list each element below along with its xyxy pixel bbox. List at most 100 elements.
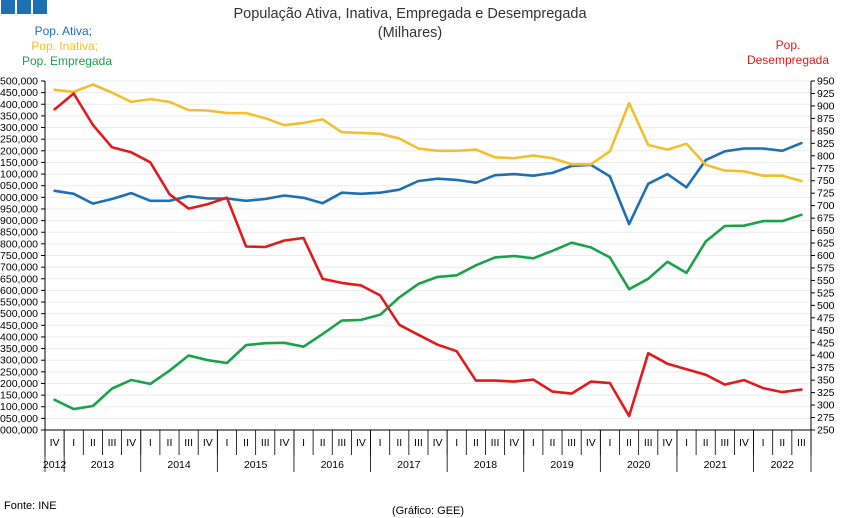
legend-block (1, 0, 15, 14)
series-line-pop-empregada (53, 213, 803, 411)
x-quarter-label: I (762, 437, 765, 449)
y-left-tick-label: 5.050,000 (0, 180, 38, 192)
x-quarter-label: I (685, 437, 688, 449)
y-left-tick-label: 4.750,000 (0, 250, 38, 262)
y-left-tick-label: 5.300,000 (0, 122, 38, 134)
x-quarter-label: III (108, 437, 117, 449)
y-right-tick-label: 875 (817, 113, 835, 125)
y-right-tick-label: 350 (817, 375, 835, 387)
y-left-tick-label: 5.200,000 (0, 145, 38, 157)
y-right-tick-label: 850 (817, 125, 835, 137)
y-left-tick-label: 5.350,000 (0, 110, 38, 122)
x-quarter-label: II (550, 437, 556, 449)
y-axis-right-ticks: 2502753003253503754004254504755005255505… (811, 76, 835, 437)
x-year-label: 2022 (771, 459, 795, 471)
x-quarter-label: II (167, 437, 173, 449)
y-left-tick-label: 5.100,000 (0, 169, 38, 181)
y-right-tick-label: 675 (817, 213, 835, 225)
y-left-tick-label: 4.650,000 (0, 273, 38, 285)
y-right-tick-label: 550 (817, 275, 835, 287)
y-right-tick-label: 700 (817, 200, 835, 212)
x-quarter-label: I (302, 437, 305, 449)
legend-label-inativa: Pop. Inativa; (31, 39, 98, 53)
legend-label-desempregada-line2: Desempregada (747, 53, 829, 67)
y-right-tick-label: 900 (817, 100, 835, 112)
y-right-tick-label: 475 (817, 312, 835, 324)
x-year-label: 2012 (43, 459, 67, 471)
x-quarter-label: I (149, 437, 152, 449)
plot-series (53, 83, 803, 418)
y-left-tick-label: 4.450,000 (0, 320, 38, 332)
x-quarter-label: III (720, 437, 729, 449)
x-quarter-label: IV (203, 437, 213, 449)
x-year-label: 2020 (627, 459, 651, 471)
x-quarter-label: III (337, 437, 346, 449)
y-left-tick-label: 4.600,000 (0, 285, 38, 297)
y-right-tick-label: 275 (817, 412, 835, 424)
x-quarter-label: IV (126, 437, 136, 449)
x-quarter-label: II (320, 437, 326, 449)
y-right-tick-label: 925 (817, 88, 835, 100)
y-left-tick-label: 4.150,000 (0, 390, 38, 402)
x-quarter-label: II (90, 437, 96, 449)
y-right-tick-label: 625 (817, 238, 835, 250)
x-quarter-label: IV (433, 437, 443, 449)
y-right-tick-label: 600 (817, 250, 835, 262)
y-left-tick-label: 4.050,000 (0, 413, 38, 425)
series-line-pop-inativa (53, 83, 803, 183)
x-quarter-label: II (396, 437, 402, 449)
y-right-tick-label: 375 (817, 362, 835, 374)
x-quarter-label: III (644, 437, 653, 449)
x-quarter-label: III (567, 437, 576, 449)
x-quarter-label: III (414, 437, 423, 449)
y-right-tick-label: 250 (817, 425, 835, 437)
y-right-tick-label: 450 (817, 325, 835, 337)
y-left-tick-label: 5.400,000 (0, 99, 38, 111)
x-quarter-label: I (532, 437, 535, 449)
y-left-tick-label: 4.550,000 (0, 297, 38, 309)
x-year-label: 2017 (397, 459, 421, 471)
y-left-tick-label: 4.000,000 (0, 425, 38, 437)
x-quarter-label: IV (662, 437, 672, 449)
x-year-label: 2016 (321, 459, 345, 471)
x-quarter-label: I (608, 437, 611, 449)
y-left-tick-label: 4.500,000 (0, 308, 38, 320)
y-right-tick-label: 825 (817, 138, 835, 150)
y-left-tick-label: 4.350,000 (0, 343, 38, 355)
y-right-tick-label: 425 (817, 337, 835, 349)
x-quarter-label: II (703, 437, 709, 449)
x-year-label: 2021 (704, 459, 728, 471)
x-quarter-label: I (379, 437, 382, 449)
legend-label-ativa: Pop. Ativa; (35, 24, 92, 38)
y-right-tick-label: 525 (817, 287, 835, 299)
x-quarter-label: I (225, 437, 228, 449)
y-left-tick-label: 4.700,000 (0, 262, 38, 274)
y-left-tick-label: 5.450,000 (0, 87, 38, 99)
y-right-tick-label: 575 (817, 262, 835, 274)
legend-label-empregada: Pop. Empregada (22, 54, 112, 68)
x-quarter-label: II (473, 437, 479, 449)
y-left-tick-label: 5.150,000 (0, 157, 38, 169)
y-left-tick-label: 4.850,000 (0, 227, 38, 239)
y-left-tick-label: 4.950,000 (0, 203, 38, 215)
chart-subtitle: (Milhares) (378, 25, 442, 41)
x-year-label: 2018 (474, 459, 498, 471)
x-year-label: 2015 (244, 459, 268, 471)
x-quarter-label: III (797, 437, 806, 449)
chart-credit: (Gráfico: GEE) (392, 505, 464, 517)
x-quarter-label: IV (50, 437, 60, 449)
legend-block (17, 0, 31, 14)
y-left-tick-label: 4.400,000 (0, 331, 38, 343)
x-quarter-label: I (72, 437, 75, 449)
series-line-pop-desempregada (53, 92, 803, 418)
y-right-tick-label: 325 (817, 387, 835, 399)
x-quarter-label: IV (739, 437, 749, 449)
y-right-tick-label: 650 (817, 225, 835, 237)
x-quarter-label: III (184, 437, 193, 449)
y-right-tick-label: 750 (817, 175, 835, 187)
legend-block (33, 0, 47, 14)
y-left-tick-label: 4.900,000 (0, 215, 38, 227)
y-right-tick-label: 400 (817, 350, 835, 362)
x-quarter-label: IV (509, 437, 519, 449)
